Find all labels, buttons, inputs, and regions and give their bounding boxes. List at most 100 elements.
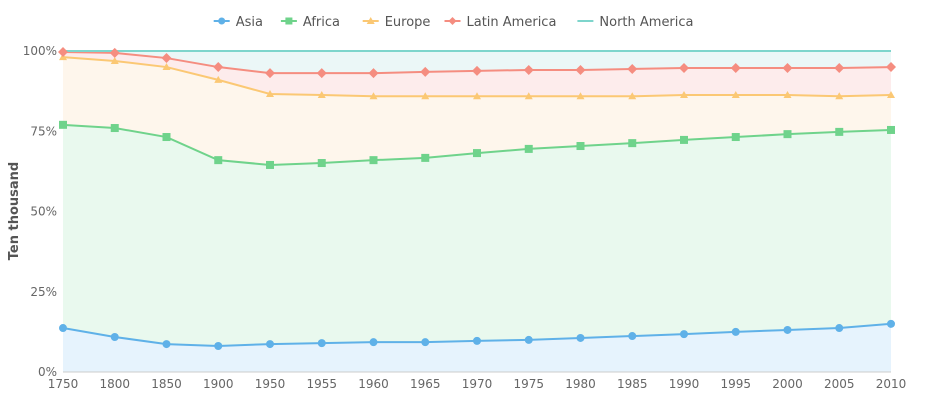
- legend: Asia Africa Europe Latin America North Ameri…: [213, 15, 694, 30]
- marker-africa: [421, 153, 430, 162]
- marker-asia: [783, 325, 792, 334]
- marker-asia: [421, 338, 430, 347]
- marker-asia: [369, 338, 378, 347]
- marker-africa: [473, 149, 481, 158]
- marker-europe: [162, 63, 171, 71]
- x-tick-label: 1970: [462, 377, 493, 391]
- marker-latin-america: [782, 63, 793, 74]
- marker-latin-america: [627, 63, 638, 74]
- area-africa: [63, 124, 891, 346]
- marker-europe: [680, 90, 688, 98]
- legend-marker: [448, 17, 457, 25]
- marker-europe: [214, 75, 223, 83]
- marker-africa: [162, 133, 171, 142]
- marker-latin-america: [265, 68, 275, 79]
- marker-africa: [110, 124, 119, 133]
- marker-latin-america: [213, 62, 224, 73]
- marker-europe: [524, 92, 533, 100]
- marker-europe: [576, 92, 585, 100]
- y-tick-label: 100%: [23, 44, 57, 58]
- marker-europe: [473, 92, 481, 100]
- marker-asia: [162, 340, 171, 349]
- x-tick-label: 2010: [876, 377, 907, 391]
- marker-asia: [835, 324, 844, 333]
- x-tick-label: 1990: [669, 377, 700, 391]
- marker-asia: [680, 330, 688, 339]
- x-tick-label: 1850: [151, 377, 182, 391]
- marker-asia: [266, 340, 274, 349]
- marker-europe: [421, 92, 430, 100]
- marker-asia: [731, 327, 740, 336]
- marker-europe: [110, 56, 119, 64]
- y-tick-label: 0%: [38, 365, 57, 379]
- marker-europe: [266, 90, 274, 98]
- marker-africa: [214, 156, 223, 165]
- markers: [58, 46, 896, 350]
- legend-marker: [366, 17, 375, 24]
- legend-label: Africa: [303, 15, 340, 30]
- x-tick-label: 1750: [48, 377, 79, 391]
- x-tick-label: 2000: [772, 377, 803, 391]
- legend-item-europe: Europe: [362, 15, 431, 30]
- marker-asia: [317, 339, 326, 348]
- marker-latin-america: [834, 63, 845, 74]
- marker-africa: [576, 142, 585, 151]
- y-axis: 0% 25% 50% 75% 100%: [23, 44, 57, 379]
- x-tick-label: 1960: [358, 377, 389, 391]
- x-tick-label: 1900: [203, 377, 234, 391]
- marker-africa: [783, 130, 792, 139]
- marker-latin-america: [161, 53, 172, 64]
- marker-africa: [317, 159, 326, 168]
- marker-africa: [887, 125, 895, 134]
- marker-asia: [576, 333, 585, 342]
- legend-item-latin-america: Latin America: [444, 15, 557, 30]
- marker-asia: [110, 333, 119, 342]
- marker-latin-america: [679, 63, 689, 74]
- marker-africa: [266, 160, 274, 169]
- marker-latin-america: [730, 63, 741, 74]
- marker-africa: [680, 135, 688, 144]
- x-tick-label: 1980: [565, 377, 596, 391]
- marker-asia: [214, 341, 223, 350]
- marker-latin-america: [368, 68, 379, 79]
- marker-africa: [59, 120, 67, 129]
- legend-item-africa: Africa: [280, 15, 340, 30]
- marker-asia: [887, 319, 895, 328]
- x-tick-label: 1950: [255, 377, 286, 391]
- marker-asia: [628, 332, 637, 341]
- marker-europe: [628, 92, 637, 100]
- legend-marker: [218, 17, 226, 25]
- marker-europe: [731, 90, 740, 98]
- marker-europe: [887, 90, 895, 98]
- legend-item-asia: Asia: [213, 15, 263, 30]
- marker-europe: [783, 90, 792, 98]
- marker-latin-america: [886, 62, 896, 73]
- marker-latin-america: [109, 47, 120, 58]
- marker-africa: [369, 156, 378, 165]
- y-tick-label: 75%: [30, 124, 57, 138]
- x-axis: 1750 1800 1850 1900 1950 1955 1960 1965 1970 1975…: [48, 371, 907, 391]
- marker-africa: [731, 133, 740, 142]
- x-tick-label: 2005: [824, 377, 855, 391]
- legend-label: North America: [599, 15, 693, 30]
- marker-latin-america: [472, 65, 482, 76]
- marker-africa: [835, 127, 844, 136]
- marker-europe: [369, 92, 378, 100]
- y-tick-label: 25%: [30, 285, 57, 299]
- marker-latin-america: [420, 66, 431, 77]
- marker-latin-america: [523, 64, 534, 75]
- legend-marker: [285, 17, 293, 25]
- marker-latin-america: [316, 68, 327, 79]
- legend-label: Europe: [385, 15, 431, 30]
- marker-asia: [473, 336, 481, 345]
- x-tick-label: 1800: [99, 377, 130, 391]
- marker-africa: [628, 139, 637, 148]
- y-tick-label: 50%: [30, 205, 57, 219]
- legend-label: Asia: [236, 15, 263, 30]
- x-tick-label: 1965: [410, 377, 441, 391]
- legend-label: Latin America: [467, 15, 557, 30]
- x-tick-label: 1975: [513, 377, 544, 391]
- marker-asia: [524, 335, 533, 344]
- x-tick-label: 1985: [617, 377, 648, 391]
